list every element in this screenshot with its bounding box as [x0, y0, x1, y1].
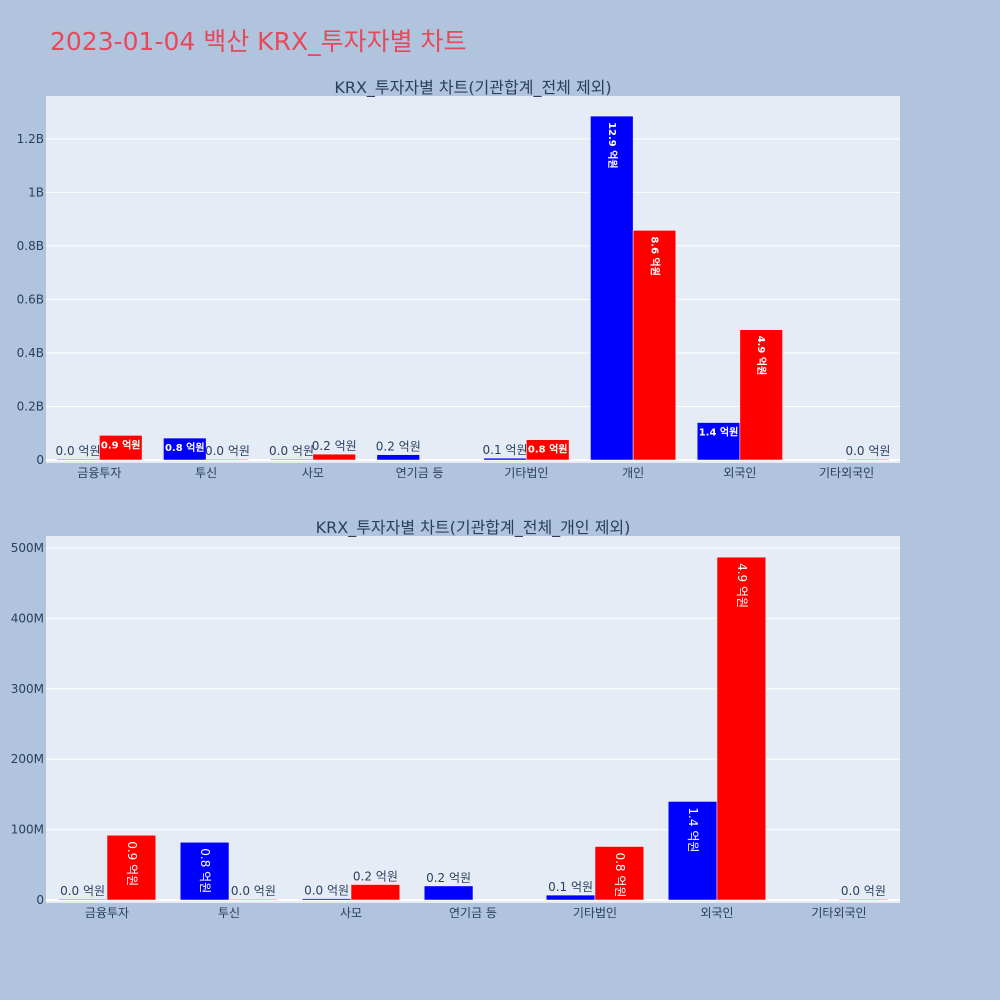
bar: [716, 556, 767, 901]
x-tick-label: 기타법인: [573, 906, 617, 920]
x-tick-label: 개인: [622, 466, 644, 480]
data-label: 0.9 억원: [125, 841, 139, 886]
bar: [312, 453, 356, 461]
data-label: 4.9 억원: [735, 563, 749, 608]
x-tick-label: 사모: [302, 466, 324, 480]
y-tick-label: 400M: [11, 611, 44, 625]
page-title: 2023-01-04 백산 KRX_투자자별 차트: [50, 27, 467, 56]
bar: [632, 230, 677, 461]
y-tick-label: 300M: [11, 682, 44, 696]
x-tick-label: 기타외국인: [811, 906, 866, 920]
bar: [545, 894, 596, 901]
bar: [526, 439, 570, 461]
chart-top: KRX_투자자별 차트(기관합계_전체 제외) 0 0.2B 0.4B 0.6B 0.8B…: [17, 78, 900, 480]
y-tick-label: 0.8B: [17, 239, 44, 253]
data-label: 0.2 억원: [312, 439, 357, 453]
data-label: 8.6 억원: [648, 236, 661, 276]
y-tick-label: 0.2B: [17, 399, 44, 413]
data-label: 0.0 억원: [205, 444, 250, 458]
y-tick-label: 500M: [11, 541, 44, 555]
data-label: 4.9 억원: [755, 336, 768, 376]
x-tick-label: 기타외국인: [819, 466, 874, 480]
bar: [594, 846, 645, 901]
y-tick-label: 0.6B: [17, 292, 44, 306]
x-tick-label: 금융투자: [85, 906, 129, 920]
subplot-title: KRX_투자자별 차트(기관합계_전체 제외): [334, 78, 611, 98]
subplot-title: KRX_투자자별 차트(기관합계_전체_개인 제외): [316, 518, 631, 538]
data-label: 0.0 억원: [269, 444, 314, 458]
y-tick-label: 0.4B: [17, 346, 44, 360]
bar: [57, 898, 108, 901]
data-label: 1.4 억원: [699, 426, 739, 439]
x-tick-label: 투신: [218, 906, 240, 920]
bar: [483, 457, 527, 461]
chart-bottom: KRX_투자자별 차트(기관합계_전체_개인 제외) 0 100M 200M 300M 4…: [11, 518, 900, 920]
bar: [350, 884, 401, 901]
x-tick-label: 기타법인: [504, 466, 548, 480]
bar: [163, 437, 207, 461]
x-tick-label: 외국인: [723, 466, 756, 480]
y-tick-label: 0: [36, 893, 44, 907]
y-tick-label: 100M: [11, 823, 44, 837]
x-tick-label: 연기금 등: [396, 466, 444, 480]
data-label: 0.9 억원: [101, 438, 141, 451]
plot-area: [46, 536, 900, 903]
bar: [846, 458, 890, 461]
bar: [228, 898, 279, 901]
bar: [205, 458, 250, 461]
y-tick-label: 1B: [28, 185, 44, 199]
data-label: 1.4 억원: [686, 807, 700, 852]
x-tick-label: 연기금 등: [449, 906, 497, 920]
data-label: 0.8 억원: [198, 848, 212, 893]
bar: [269, 458, 314, 461]
y-tick-label: 1.2B: [17, 132, 44, 146]
bar: [696, 422, 741, 461]
data-label: 0.8 억원: [613, 852, 627, 897]
data-label: 0.0 억원: [841, 884, 886, 898]
data-label: 0.0 억원: [231, 884, 276, 898]
bar: [590, 115, 634, 461]
data-label: 0.0 억원: [56, 444, 101, 458]
data-label: 0.0 억원: [845, 444, 890, 458]
bar: [739, 329, 783, 461]
bar: [106, 834, 157, 901]
bar: [423, 885, 474, 901]
data-label: 0.0 억원: [304, 884, 349, 898]
bar: [56, 458, 100, 461]
data-label: 0.2 억원: [426, 871, 471, 885]
y-tick-label: 0: [36, 453, 44, 467]
x-tick-label: 투신: [195, 466, 217, 480]
data-label: 12.9 억원: [606, 122, 619, 169]
bar: [667, 801, 718, 901]
x-tick-label: 금융투자: [77, 466, 121, 480]
x-tick-label: 외국인: [700, 906, 733, 920]
bar: [179, 842, 230, 901]
data-label: 0.0 억원: [60, 884, 105, 898]
bar: [99, 435, 143, 461]
data-label: 0.8 억원: [528, 443, 568, 456]
data-label: 0.2 억원: [376, 440, 421, 454]
y-tick-label: 200M: [11, 752, 44, 766]
data-label: 0.8 억원: [165, 441, 205, 454]
bar: [838, 898, 889, 901]
data-label: 0.1 억원: [483, 443, 528, 457]
x-tick-label: 사모: [340, 906, 362, 920]
data-label: 0.1 억원: [548, 880, 593, 894]
bar: [376, 454, 420, 461]
data-label: 0.2 억원: [353, 870, 398, 884]
bar: [301, 898, 352, 901]
